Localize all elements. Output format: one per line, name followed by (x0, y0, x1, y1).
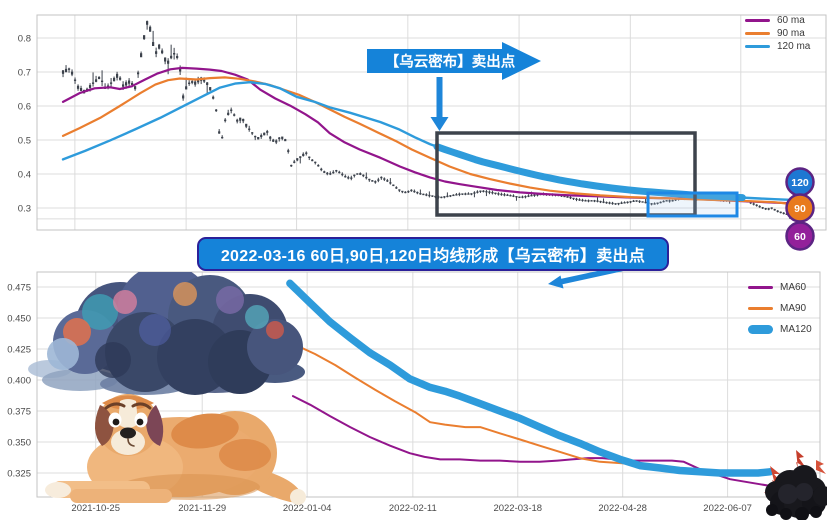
x-tick-label: 2022-04-28 (598, 503, 647, 514)
top-chart: 0.8 0.7 0.6 0.5 0.4 0.3 【乌云密布】卖出点 120 90 60 (18, 14, 827, 251)
y-tick-label: 0.350 (7, 438, 31, 449)
dog-illustration (45, 394, 306, 505)
storm-cloud-illustration (28, 272, 305, 395)
dark-highlight-box (435, 131, 697, 217)
y-tick-label: 0.5 (18, 136, 31, 147)
ma-badge-120: 120 (785, 167, 815, 197)
legend-item-ma120: MA120 (748, 319, 812, 340)
sell-point-ribbon (367, 42, 541, 80)
svg-text:90: 90 (794, 203, 806, 215)
y-tick-label: 0.375 (7, 407, 31, 418)
x-tick-label: 2022-01-04 (283, 503, 332, 514)
y-tick-label: 0.7 (18, 68, 31, 79)
legend-swatch (748, 307, 773, 310)
x-tick-label: 2022-03-18 (493, 503, 542, 514)
legend-label: MA60 (780, 282, 807, 293)
y-tick-label: 0.475 (7, 283, 31, 294)
sell-point-ribbon-label: 【乌云密布】卖出点 (385, 53, 516, 71)
x-tick-label: 2022-02-11 (389, 503, 437, 514)
y-tick-label: 0.8 (18, 34, 31, 45)
down-arrow (436, 77, 443, 118)
legend-item-60-ma: 60 ma (745, 14, 810, 27)
down-arrow-head (430, 117, 449, 131)
y-tick-label: 0.325 (7, 469, 31, 480)
event-banner-label: 2022-03-16 60日,90日,120日均线形成【乌云密布】卖出点 (220, 248, 646, 265)
bottom-chart-legend: MA60 MA90 MA120 (748, 277, 812, 340)
x-tick-label: 2021-11-29 (178, 503, 226, 514)
legend-label: 90 ma (777, 28, 805, 39)
lightning-cloud-icon (764, 450, 827, 520)
legend-item-ma60: MA60 (748, 277, 812, 298)
legend-item-90-ma: 90 ma (745, 27, 810, 40)
y-tick-label: 0.450 (7, 314, 31, 325)
y-tick-label: 0.425 (7, 345, 31, 356)
event-banner: 2022-03-16 60日,90日,120日均线形成【乌云密布】卖出点 (197, 237, 669, 271)
ma120-bold-segment (433, 143, 746, 202)
y-tick-label: 0.4 (18, 170, 31, 181)
ma120-line (286, 279, 774, 477)
y-tick-label: 0.400 (7, 376, 31, 387)
legend-swatch (745, 45, 770, 48)
legend-swatch (748, 325, 773, 334)
legend-label: MA90 (780, 303, 807, 314)
legend-label: 60 ma (777, 15, 805, 26)
ma60-line (61, 66, 791, 205)
blue-highlight-box (646, 191, 739, 218)
x-tick-label: 2022-06-07 (703, 503, 752, 514)
ma-badge-90: 90 (785, 193, 815, 223)
legend-swatch (745, 19, 770, 22)
legend-swatch (745, 32, 770, 35)
legend-item-ma90: MA90 (748, 298, 812, 319)
y-tick-label: 0.6 (18, 102, 31, 113)
y-tick-label: 0.3 (18, 204, 31, 215)
top-plot: 0.8 0.7 0.6 0.5 0.4 0.3 (18, 14, 827, 231)
svg-text:60: 60 (794, 231, 806, 243)
legend-swatch (748, 286, 773, 289)
svg-text:120: 120 (791, 177, 809, 189)
banner-pointer-arrow-head (548, 275, 564, 289)
ma90-line (61, 76, 791, 205)
ma-badge-60: 60 (785, 221, 815, 251)
x-tick-label: 2021-10-25 (71, 503, 120, 514)
ma120-line (61, 81, 791, 201)
legend-label: 120 ma (777, 41, 811, 52)
legend-item-120-ma: 120 ma (745, 40, 810, 53)
top-chart-legend: 60 ma 90 ma 120 ma (745, 14, 810, 53)
legend-label: MA120 (780, 324, 812, 335)
